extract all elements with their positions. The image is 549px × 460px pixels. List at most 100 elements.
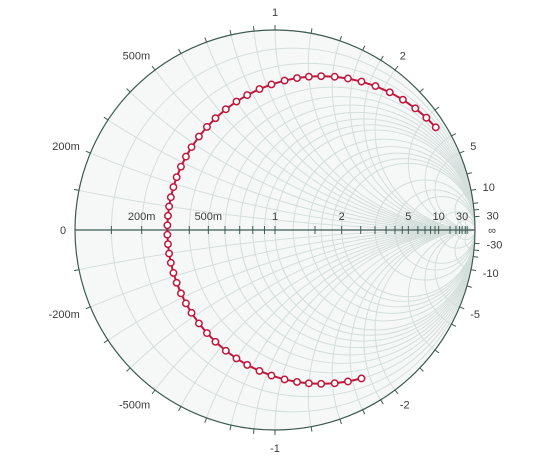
- series-point: [196, 133, 202, 139]
- reactance-tick: [460, 151, 465, 153]
- reactance-tick: [395, 390, 398, 394]
- reactance-tick: [451, 324, 455, 326]
- resistance-tick-label: 30: [456, 211, 468, 223]
- reactance-tick: [460, 307, 465, 309]
- series-point: [268, 372, 274, 378]
- series-point: [223, 106, 229, 112]
- origin-tick-label: 0: [60, 225, 66, 237]
- series-point: [233, 98, 239, 104]
- series-point: [165, 213, 171, 219]
- series-point: [168, 260, 174, 266]
- series-point: [170, 184, 176, 190]
- reactance-tick-label: -500m: [119, 399, 150, 411]
- series-point: [164, 232, 170, 238]
- reactance-tick: [420, 368, 424, 371]
- series-point: [188, 144, 194, 150]
- reactance-tick-label: 2: [400, 51, 406, 63]
- series-point: [281, 376, 287, 382]
- reactance-tick: [179, 49, 181, 53]
- series-point: [204, 124, 210, 130]
- reactance-tick: [86, 307, 91, 309]
- reactance-tick-label: 500m: [123, 51, 151, 63]
- reactance-tick-label: 10: [483, 182, 495, 194]
- series-point: [223, 348, 229, 354]
- reactance-tick: [127, 89, 131, 92]
- reactance-tick: [230, 425, 231, 430]
- series-point: [196, 320, 202, 326]
- reactance-tick: [152, 390, 155, 394]
- resistance-tick-label: 2: [339, 211, 345, 223]
- series-point: [345, 75, 351, 81]
- infinity-tick-label: ∞: [488, 225, 496, 237]
- series-point: [178, 290, 184, 296]
- reactance-tick-label: -10: [483, 268, 499, 280]
- reactance-tick: [86, 151, 91, 153]
- reactance-tick: [104, 340, 108, 343]
- reactance-tick: [74, 189, 79, 190]
- reactance-tick: [253, 429, 254, 434]
- series-point: [372, 83, 378, 89]
- reactance-tick-label: 200m: [52, 141, 80, 153]
- reactance-tick-label: -5: [470, 309, 480, 321]
- series-point: [173, 280, 179, 286]
- series-point: [358, 78, 364, 84]
- reactance-tick: [152, 66, 155, 70]
- series-point: [318, 73, 324, 79]
- reactance-tick: [340, 419, 342, 424]
- series-point: [294, 75, 300, 81]
- series-point: [244, 92, 250, 98]
- reactance-tick: [127, 368, 131, 371]
- series-point: [256, 368, 262, 374]
- series-point: [358, 375, 364, 381]
- series-point: [318, 381, 324, 387]
- reactance-tick: [451, 134, 455, 136]
- series-point: [168, 194, 174, 200]
- resistance-tick-label: 10: [433, 211, 445, 223]
- series-point: [165, 241, 171, 247]
- series-point: [306, 380, 312, 386]
- reactance-tick: [381, 56, 384, 60]
- reactance-tick: [363, 46, 365, 50]
- reactance-tick: [467, 173, 472, 174]
- series-point: [164, 222, 170, 228]
- series-point: [281, 77, 287, 83]
- reactance-tick: [467, 286, 472, 287]
- reactance-tick-label: -2: [400, 399, 410, 411]
- series-point: [387, 89, 393, 95]
- reactance-tick: [435, 107, 439, 110]
- series-point: [400, 96, 406, 102]
- series-point: [345, 378, 351, 384]
- reactance-tick: [179, 406, 181, 410]
- resistance-tick-label: 1: [272, 211, 278, 223]
- series-point: [294, 379, 300, 385]
- reactance-tick: [104, 117, 108, 120]
- reactance-tick: [435, 350, 439, 353]
- reactance-tick: [473, 257, 478, 258]
- series-point: [204, 330, 210, 336]
- series-point: [433, 124, 439, 130]
- series-point: [412, 105, 418, 111]
- reactance-tick: [230, 30, 231, 35]
- series-point: [233, 355, 239, 361]
- reactance-tick: [205, 37, 207, 42]
- series-point: [173, 174, 179, 180]
- reactance-tick: [471, 270, 476, 271]
- series-point: [268, 81, 274, 87]
- reactance-tick: [420, 89, 424, 92]
- series-point: [244, 362, 250, 368]
- reactance-tick: [395, 66, 398, 70]
- reactance-tick-label: 30: [487, 210, 499, 222]
- reactance-tick-label: 5: [470, 141, 476, 153]
- resistance-tick-label: 500m: [195, 211, 223, 223]
- series-point: [178, 163, 184, 169]
- series-point: [170, 270, 176, 276]
- reactance-tick-label: -200m: [49, 309, 80, 321]
- reactance-tick-label: -30: [487, 240, 503, 252]
- reactance-tick: [311, 427, 312, 432]
- reactance-tick-label: 1: [272, 7, 278, 19]
- reactance-tick: [340, 36, 342, 41]
- reactance-tick: [253, 26, 254, 31]
- reactance-tick: [471, 189, 476, 190]
- series-point: [183, 153, 189, 159]
- series-point: [166, 203, 172, 209]
